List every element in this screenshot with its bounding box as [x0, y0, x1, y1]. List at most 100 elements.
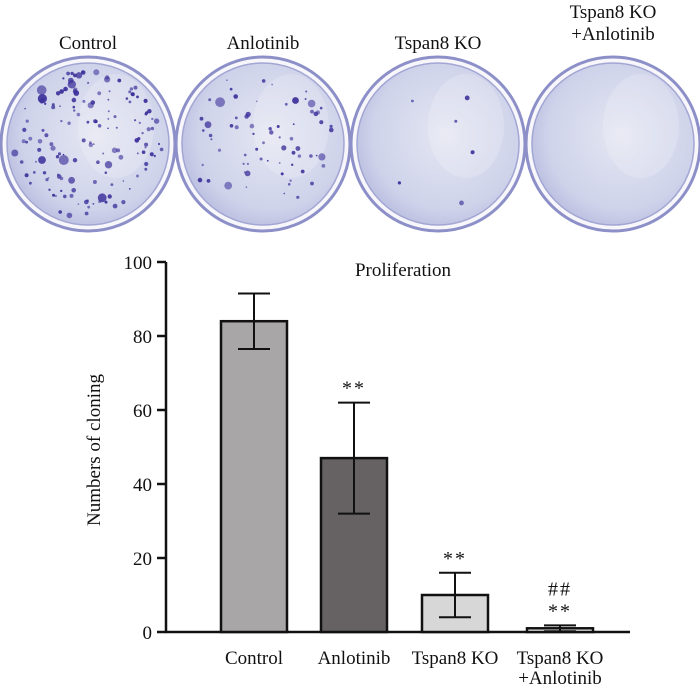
colony-dot — [129, 87, 134, 91]
colony-dot — [75, 72, 83, 79]
colony-dot — [51, 103, 55, 107]
colony-dot — [284, 102, 288, 106]
y-axis-label: Numbers of cloning — [84, 374, 105, 526]
colony-dot — [315, 110, 320, 115]
colony-dot — [118, 154, 124, 160]
colony-dot — [295, 146, 301, 151]
petri-dish-1 — [0, 55, 177, 233]
colony-dot — [276, 125, 280, 128]
bar-1 — [219, 319, 289, 634]
colony-dot — [329, 124, 333, 128]
colony-dot — [108, 90, 111, 93]
colony-dot — [87, 81, 90, 84]
colony-dot — [47, 177, 50, 179]
colony-dot — [107, 194, 112, 199]
error-bar-4 — [544, 624, 576, 633]
y-tick-label: 0 — [143, 623, 153, 644]
colony-dot — [136, 152, 139, 155]
colony-dot — [25, 119, 29, 123]
colony-dot — [233, 94, 238, 99]
colony-dot — [60, 189, 63, 193]
colony-dot — [115, 126, 118, 129]
colony-dot — [102, 152, 105, 155]
colony-dot — [151, 117, 154, 121]
colony-dot — [243, 171, 246, 174]
colony-dot — [81, 138, 86, 143]
colony-dot — [94, 119, 98, 124]
colony-dot — [35, 160, 37, 163]
colony-dot — [97, 193, 107, 203]
colony-dot — [242, 162, 245, 165]
colony-dot — [144, 142, 149, 147]
colony-dot — [110, 183, 114, 187]
colony-dot — [147, 109, 152, 114]
colony-dot — [76, 112, 81, 117]
colony-dot — [144, 161, 149, 167]
colony-dot — [208, 98, 212, 102]
error-bar-1 — [238, 292, 270, 350]
colony-dot — [397, 181, 401, 185]
significance-annotations: ****##** — [342, 378, 570, 623]
colony-dot — [137, 137, 141, 141]
colony-dot — [261, 79, 266, 83]
colony-dot — [283, 192, 286, 195]
colony-dot — [80, 70, 86, 75]
colony-dot — [204, 121, 212, 129]
colony-dot — [21, 139, 26, 144]
colony-dot — [104, 76, 111, 83]
plate-label-2: Anlotinib — [183, 33, 343, 55]
colony-dot — [59, 89, 64, 94]
colony-dot — [245, 186, 248, 188]
colony-dot — [11, 149, 19, 157]
colony-dot — [128, 90, 132, 94]
colony-dot — [157, 142, 161, 146]
colony-dot — [310, 181, 314, 186]
colony-dot — [287, 183, 291, 186]
colony-dot — [141, 131, 144, 135]
colony-dot — [39, 99, 44, 104]
colony-dot — [307, 99, 316, 108]
colony-dot — [141, 150, 146, 154]
colony-dot — [72, 158, 78, 163]
colony-dot — [24, 107, 26, 110]
colony-dot — [319, 106, 323, 110]
colony-dot — [68, 176, 75, 184]
colony-dot — [292, 97, 299, 104]
colony-dot — [88, 142, 94, 148]
colony-dot — [58, 155, 69, 165]
colony-dot — [73, 73, 77, 78]
colony-dot — [136, 174, 139, 178]
colony-dot — [197, 177, 203, 183]
colony-dot — [259, 157, 263, 161]
colony-dot — [464, 95, 470, 101]
colony-dot — [144, 167, 148, 171]
colony-dot — [291, 150, 296, 155]
colony-dot — [107, 98, 110, 101]
colony-dot — [22, 127, 27, 132]
y-tick-label: 60 — [133, 401, 152, 422]
colony-dot — [269, 130, 274, 135]
colony-dot — [144, 146, 147, 149]
colony-dot — [90, 100, 96, 105]
colony-dot — [224, 181, 233, 190]
colony-dot — [50, 145, 56, 151]
plate-label-4: Tspan8 KO +Anlotinib — [533, 2, 693, 46]
colony-dot — [329, 127, 334, 133]
colony-dot — [143, 98, 148, 103]
x-tick-labels: Control Anlotinib Tspan8 KO Tspan8 KO+Anlot… — [225, 648, 603, 689]
colony-dot — [146, 127, 151, 132]
colony-dot — [208, 133, 213, 138]
x-tick-label: Tspan8 KO — [517, 648, 604, 669]
colony-dot — [59, 176, 64, 181]
colony-dot — [159, 147, 164, 152]
colony-dot — [304, 98, 307, 100]
colony-dot — [310, 109, 314, 114]
error-bar-3 — [439, 571, 471, 619]
colony-dot — [67, 121, 71, 125]
colony-dot — [71, 97, 77, 103]
colony-dot — [138, 121, 141, 124]
colony-dot — [104, 171, 108, 174]
colony-dot — [72, 105, 76, 109]
petri-dish-4 — [524, 55, 700, 233]
colony-dot — [278, 136, 281, 139]
